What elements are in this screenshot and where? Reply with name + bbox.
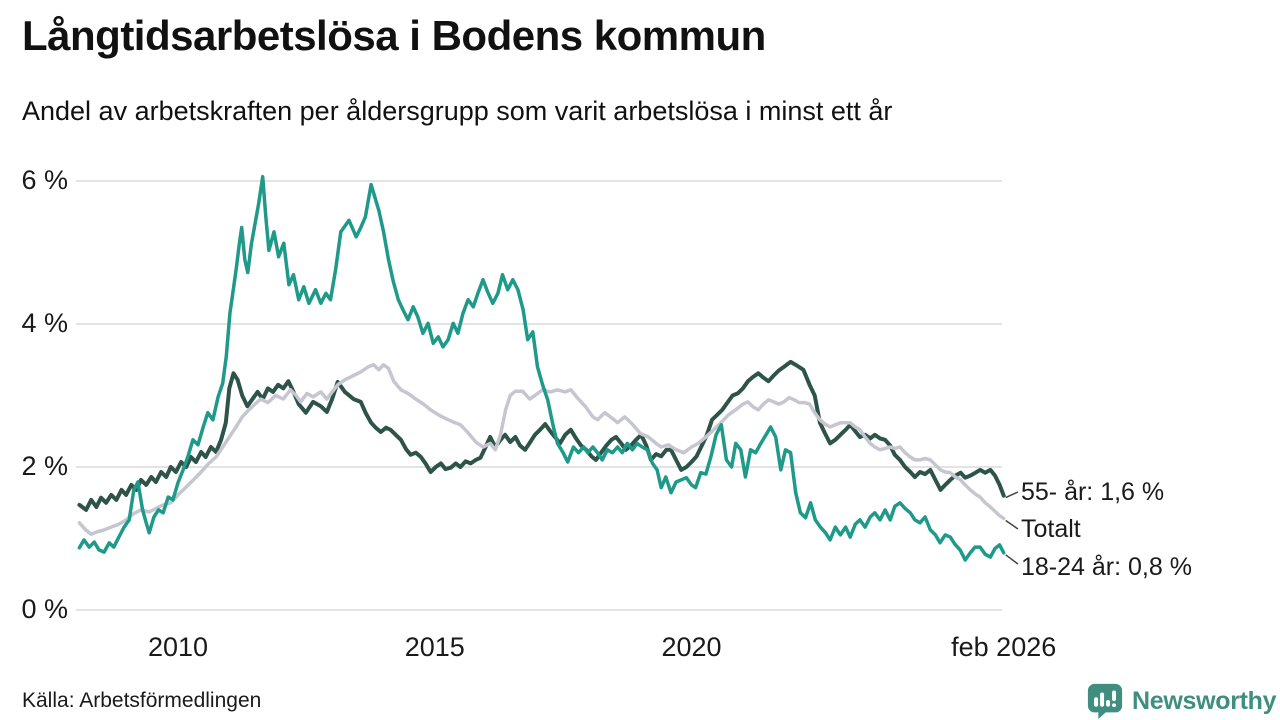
label-connector	[1005, 491, 1019, 499]
speech-bubble-bar-chart-icon	[1087, 683, 1123, 720]
y-axis-tick-label: 6 %	[21, 165, 68, 195]
page-subtitle: Andel av arbetskraften per åldersgrupp s…	[22, 96, 893, 126]
y-axis-tick-label: 4 %	[21, 308, 68, 338]
series-end-label-55: 55- år: 1,6 %	[1021, 478, 1165, 506]
y-axis-tick-label: 0 %	[21, 594, 68, 624]
source-attribution: Källa: Arbetsförmedlingen	[22, 689, 262, 712]
label-connector	[1005, 554, 1019, 565]
series-line-Totalt	[77, 363, 1006, 536]
series-line-18-24 år	[77, 174, 1006, 562]
series-end-label-18-24: 18-24 år: 0,8 %	[1021, 553, 1192, 581]
x-axis-tick-label: 2020	[661, 632, 722, 662]
newsworthy-logo[interactable]: Newsworthy	[1086, 682, 1277, 720]
series-end-label-totalt: Totalt	[1021, 515, 1081, 543]
x-axis-tick-label: feb 2026	[951, 632, 1057, 662]
x-axis-tick-label: 2010	[147, 632, 209, 662]
page-title: Långtidsarbetslösa i Bodens kommun	[22, 12, 766, 59]
label-connector	[1005, 519, 1019, 530]
x-axis-tick-label: 2015	[404, 632, 465, 662]
y-axis-tick-label: 2 %	[21, 451, 68, 481]
series-line-55- år	[77, 359, 1006, 512]
newsworthy-logo-text: Newsworthy	[1132, 686, 1277, 715]
